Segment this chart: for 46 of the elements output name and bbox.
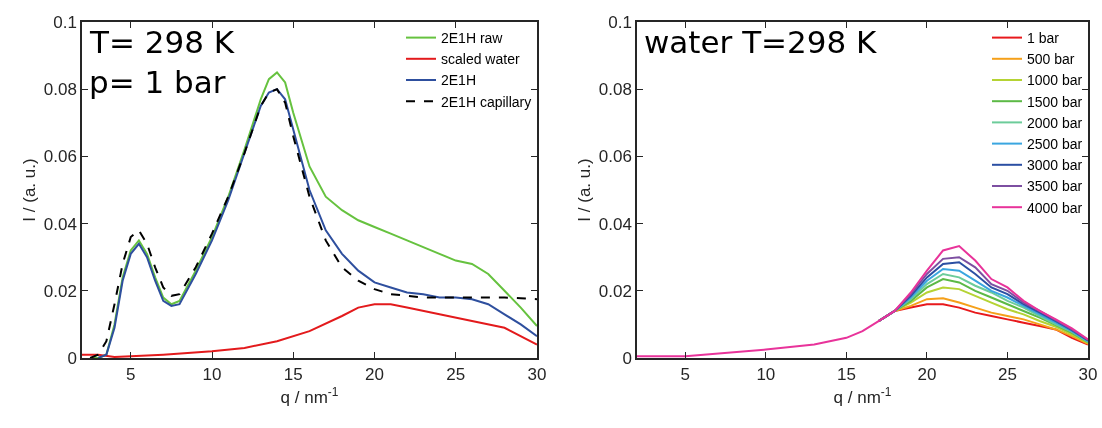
x-tick-label: 15 [283, 365, 303, 385]
x-tick-label: 20 [917, 365, 937, 385]
legend-label: 3000 bar [1027, 157, 1083, 174]
y-tick-label: 0.02 [598, 281, 632, 301]
y-tick-label: 0.04 [598, 214, 632, 234]
legend-label: 1500 bar [1027, 93, 1083, 110]
x-tick-label: 30 [1078, 365, 1098, 385]
legend-label: 2E1H capillary [441, 93, 532, 110]
legend-label: 2E1H [441, 72, 477, 89]
x-tick-label: 25 [446, 365, 466, 385]
y-axis-title: I / (a. u.) [19, 158, 39, 222]
y-tick-label: 0.06 [43, 147, 77, 167]
x-tick-label: 30 [527, 365, 547, 385]
legend-label: 2000 bar [1027, 114, 1083, 131]
annotation: p= 1 bar [89, 64, 226, 100]
annotation: T= 298 K [89, 24, 235, 60]
x-tick-label: 5 [680, 365, 691, 385]
y-axis-title: I / (a. u.) [574, 158, 594, 222]
y-tick-label: 0.02 [43, 281, 77, 301]
y-tick-label: 0.08 [43, 80, 77, 100]
legend-label: scaled water [441, 51, 520, 68]
x-tick-label: 15 [836, 365, 856, 385]
annotation: water T=298 K [644, 24, 878, 60]
legend-label: 1 bar [1027, 30, 1060, 47]
y-tick-label: 0 [67, 348, 77, 368]
y-tick-label: 0.04 [43, 214, 77, 234]
line-series [637, 245, 1088, 358]
line-series [82, 303, 537, 358]
x-tick-label: 25 [998, 365, 1017, 385]
x-axis-title: q / nm$^{-1}$ [833, 384, 892, 408]
x-tick-label: 10 [202, 365, 222, 385]
y-tick-label: 0 [622, 348, 632, 368]
y-tick-label: 0.08 [598, 80, 632, 100]
x-tick-label: 10 [756, 365, 776, 385]
x-tick-label: 20 [365, 365, 384, 385]
legend-label: 2500 bar [1027, 136, 1083, 153]
legend-label: 500 bar [1027, 51, 1075, 68]
x-tick-label: 5 [126, 365, 136, 385]
x-axis-title: q / nm$^{-1}$ [280, 384, 339, 408]
y-tick-label: 0.06 [598, 147, 632, 167]
y-tick-label: 0.1 [53, 12, 77, 32]
legend-label: 2E1H raw [441, 30, 504, 47]
legend-label: 3500 bar [1027, 178, 1083, 195]
legend-label: 4000 bar [1027, 199, 1083, 216]
y-tick-label: 0.1 [608, 12, 632, 32]
legend-label: 1000 bar [1027, 72, 1083, 89]
